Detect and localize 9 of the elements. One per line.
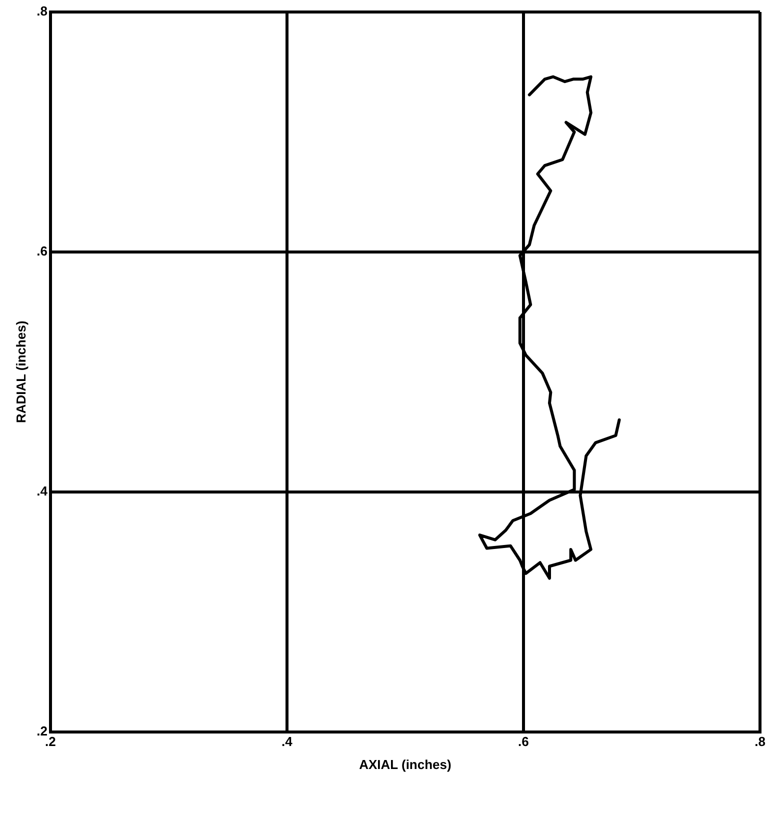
y-axis-title: RADIAL (inches) xyxy=(13,320,28,424)
y-tick-label: .6 xyxy=(36,244,48,259)
x-tick-label: .6 xyxy=(518,734,529,750)
x-axis-title: AXIAL (inches) xyxy=(359,756,452,772)
y-tick-label: .8 xyxy=(36,4,48,19)
x-tick-label: .8 xyxy=(754,734,766,750)
y-tick-label: .2 xyxy=(36,723,48,738)
x-tick-label: .4 xyxy=(282,734,294,750)
y-tick-label: .4 xyxy=(36,483,48,498)
